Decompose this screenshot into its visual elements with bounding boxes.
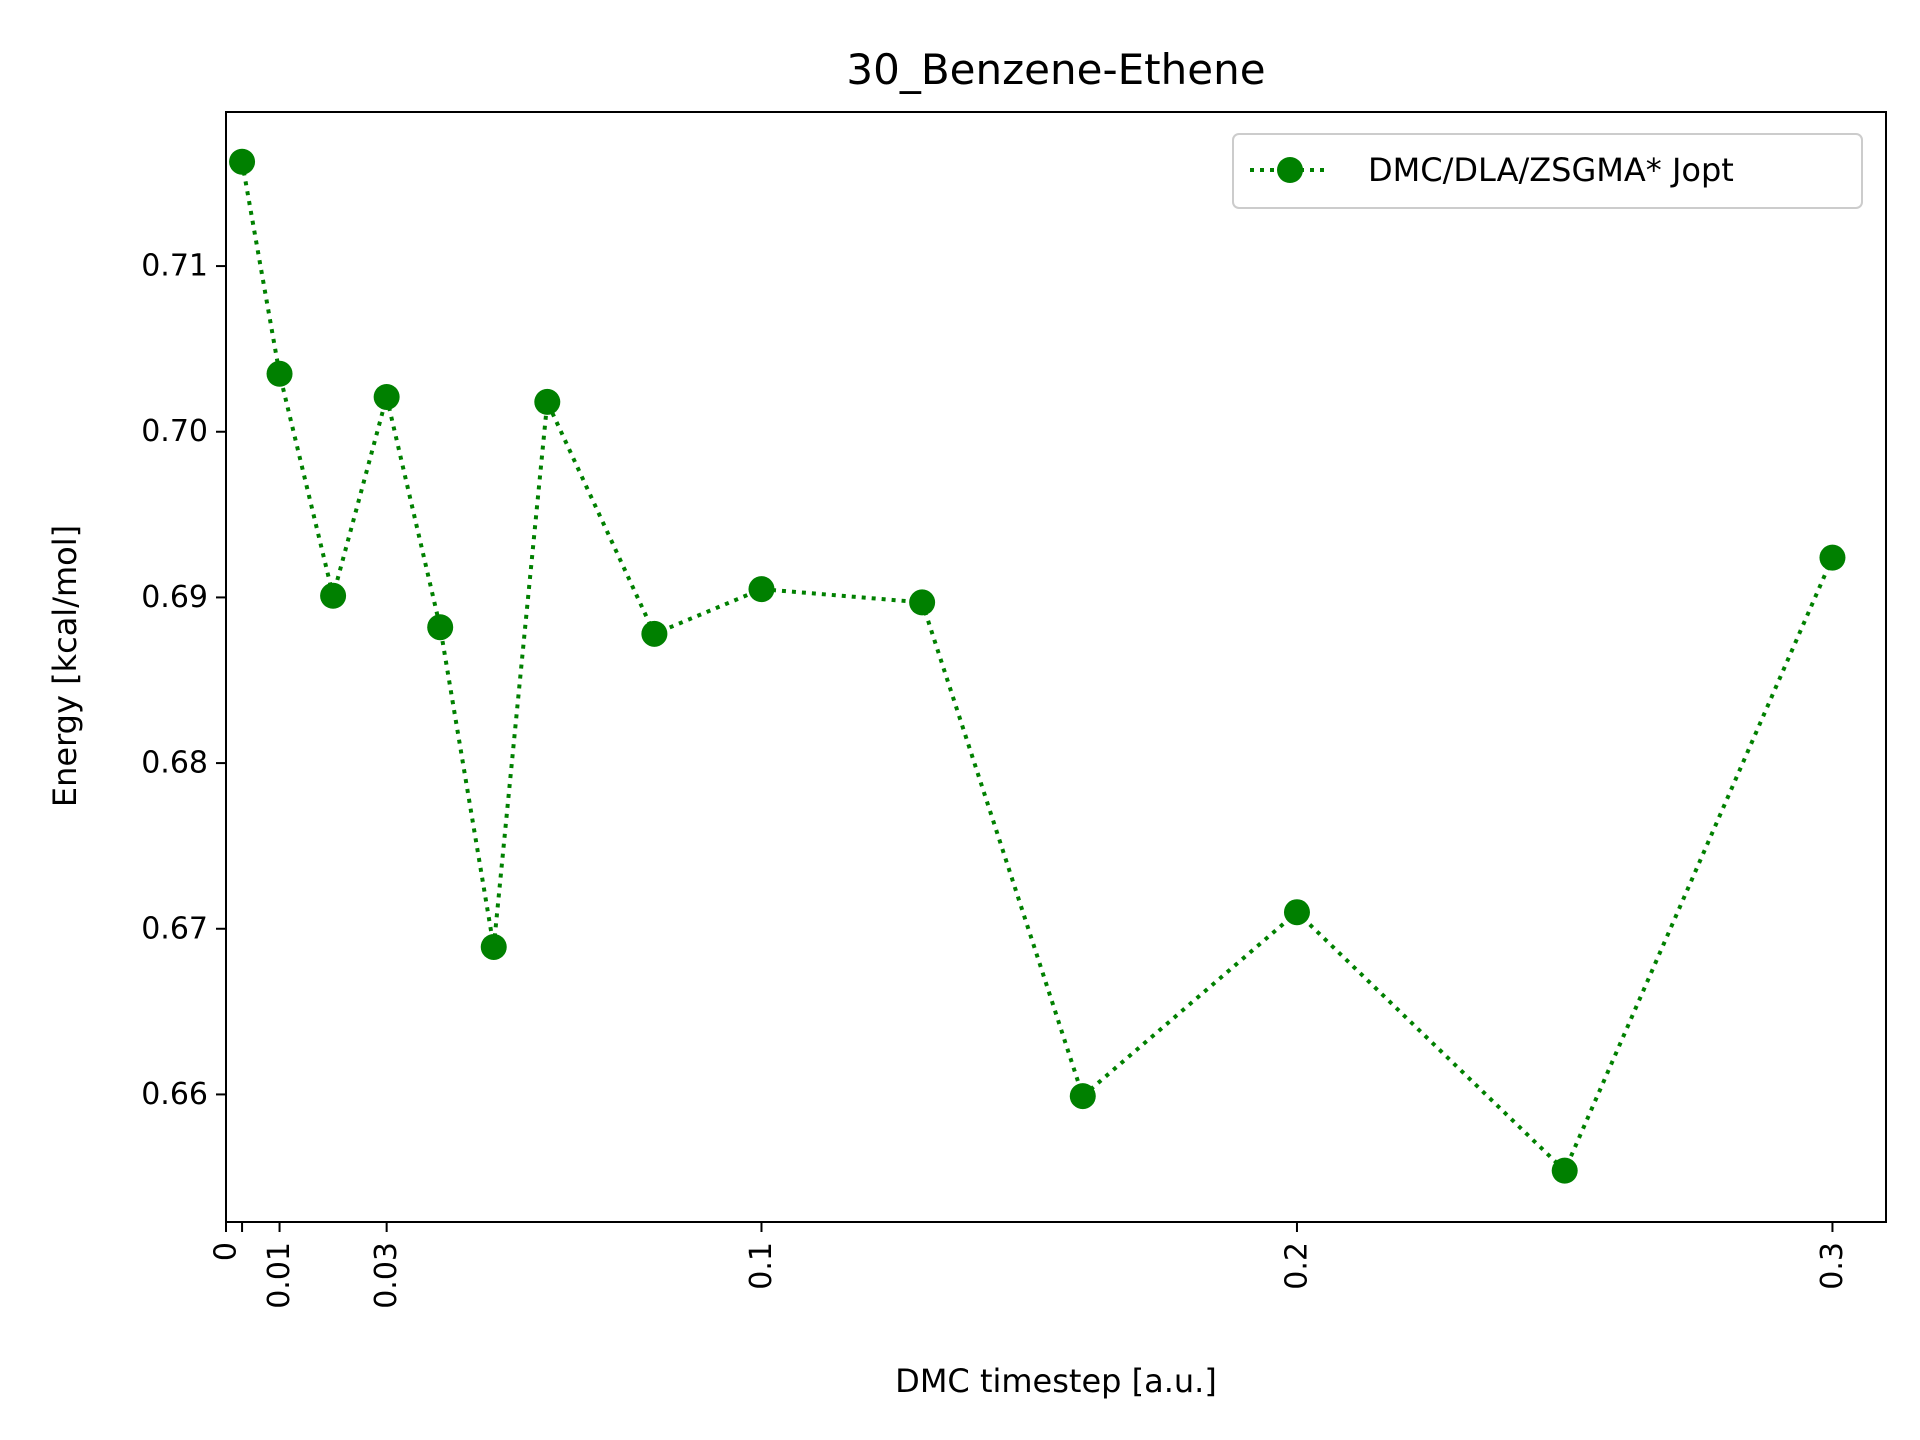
y-tick-label: 0.67	[141, 911, 208, 946]
x-tick-label: 0.3	[1815, 1242, 1850, 1290]
x-tick-label: 0.1	[744, 1242, 779, 1290]
data-point	[1551, 1157, 1578, 1184]
x-tick-label: 0.2	[1279, 1242, 1314, 1290]
y-tick-label: 0.68	[141, 746, 208, 781]
data-point	[1069, 1083, 1096, 1110]
data-point	[534, 388, 561, 415]
x-tick-label: 0.03	[369, 1242, 404, 1309]
y-axis-title: Energy [kcal/mol]	[46, 525, 84, 807]
chart-title: 30_Benzene-Ethene	[846, 45, 1265, 94]
data-point	[229, 148, 256, 175]
x-axis: 0 0.01 0.03 0.1 0.2 0.3	[209, 1222, 1850, 1309]
legend-marker	[1277, 157, 1303, 183]
data-point	[320, 582, 347, 609]
data-point	[480, 933, 507, 960]
series-layer	[229, 148, 1846, 1184]
legend: DMC/DLA/ZSGMA* Jopt	[1232, 133, 1863, 209]
data-point	[1819, 544, 1846, 571]
y-tick-label: 0.69	[141, 580, 208, 615]
data-point	[909, 589, 936, 616]
data-point	[748, 576, 775, 603]
legend-label: DMC/DLA/ZSGMA* Jopt	[1368, 151, 1734, 189]
data-point	[427, 614, 454, 641]
data-point	[373, 383, 400, 410]
data-point	[266, 360, 293, 387]
y-axis: 0.66 0.67 0.68 0.69 0.70 0.71	[141, 249, 226, 1112]
plot-area	[225, 111, 1887, 1223]
y-tick-label: 0.70	[141, 414, 208, 449]
data-point	[641, 620, 668, 647]
legend-box	[1232, 133, 1863, 209]
x-axis-title: DMC timestep [a.u.]	[895, 1362, 1217, 1400]
y-tick-label: 0.71	[141, 249, 208, 284]
y-tick-label: 0.66	[141, 1077, 208, 1112]
data-point	[1283, 899, 1310, 926]
x-tick-label: 0.01	[262, 1242, 297, 1309]
x-tick-label: 0	[209, 1242, 244, 1261]
plot-frame	[225, 111, 1887, 1223]
